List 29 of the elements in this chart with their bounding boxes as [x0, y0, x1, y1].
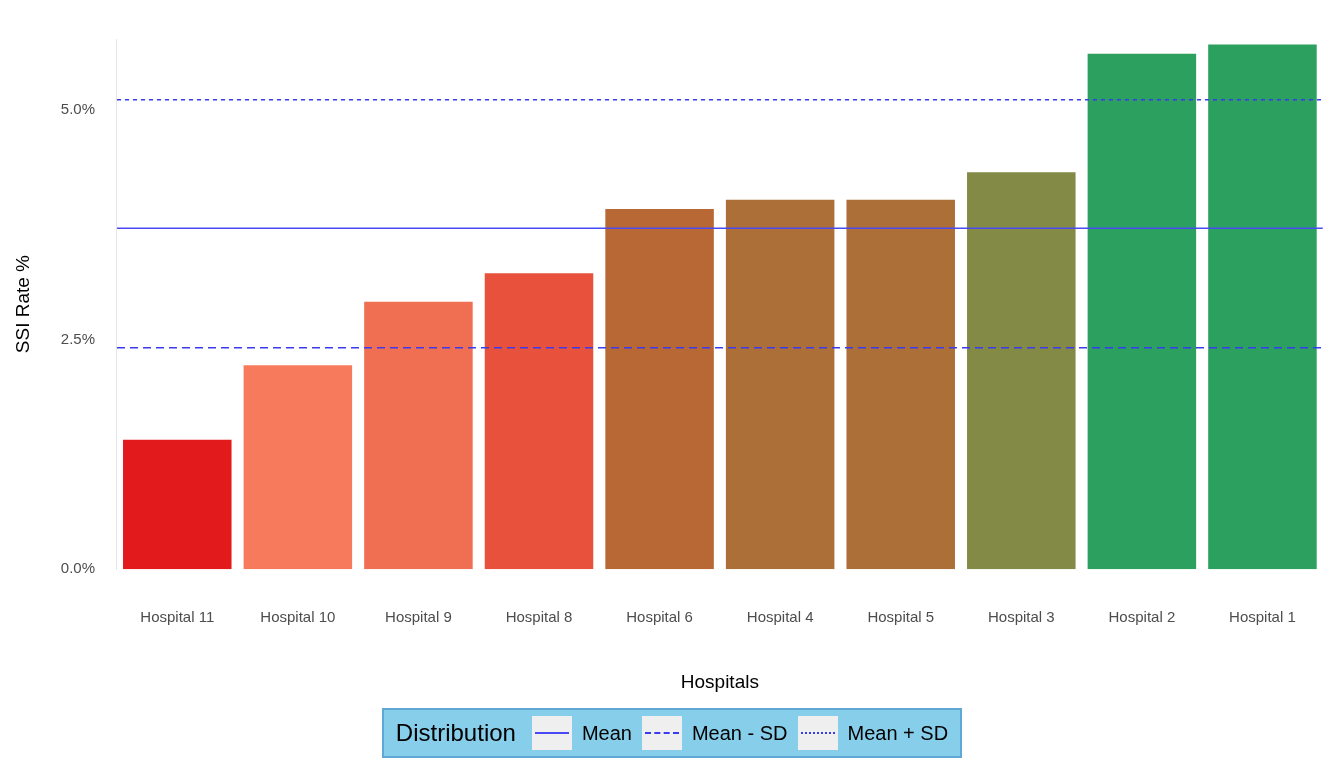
y-tick-label: 2.5% [60, 329, 95, 347]
bar [243, 365, 353, 570]
x-tick-label: Hospital 2 [1108, 608, 1176, 626]
x-tick-label: Hospital 1 [1229, 608, 1296, 626]
x-tick-label: Hospital 11 [140, 608, 215, 626]
bar [1087, 53, 1197, 570]
bar [967, 172, 1076, 570]
legend-label: Mean - SD [691, 721, 788, 745]
x-axis-title: Hospitals [680, 670, 759, 692]
bar [123, 439, 232, 570]
bar [484, 273, 594, 570]
legend-title: Distribution [395, 719, 516, 747]
x-tick-label: Hospital 8 [505, 608, 573, 626]
x-tick-label: Hospital 10 [260, 608, 336, 626]
y-axis-title: SSI Rate % [11, 254, 33, 354]
legend-label: Mean [581, 721, 632, 745]
x-tick-label: Hospital 4 [746, 608, 814, 626]
bar [846, 199, 955, 570]
x-tick-label: Hospital 9 [385, 608, 452, 626]
y-tick-label: 0.0% [60, 559, 95, 577]
x-tick-label: Hospital 5 [867, 608, 935, 626]
bar [725, 199, 835, 570]
y-tick-label: 5.0% [60, 99, 95, 117]
bar [364, 301, 473, 570]
x-tick-label: Hospital 6 [626, 608, 693, 626]
legend-label: Mean + SD [847, 721, 949, 745]
bar [1208, 44, 1317, 570]
x-tick-label: Hospital 3 [987, 608, 1055, 626]
bar [605, 209, 714, 570]
